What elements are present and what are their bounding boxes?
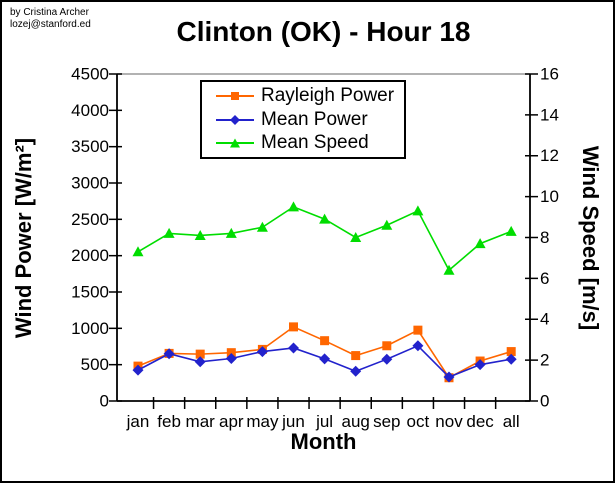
x-tick-label: apr [219,412,244,431]
series-mean-speed [132,201,517,275]
x-tick-label: jun [281,412,305,431]
y-right-tick-label: 0 [540,391,549,410]
legend-entry-mean-speed: Mean Speed [202,131,404,155]
y-right-tick-label: 16 [540,64,559,83]
y-left-tick-label: 1000 [71,319,109,338]
y-right-tick-label: 6 [540,269,549,288]
legend-triangle-marker-icon [216,136,254,150]
y-left-tick-label: 3000 [71,173,109,192]
attribution-line1: by Cristina Archer [10,7,89,18]
legend-label: Mean Speed [261,132,369,154]
legend-entry-rayleigh-power: Rayleigh Power [202,84,404,108]
attribution: by Cristina Archer lozej@stanford.ed [10,7,91,31]
y-axis-title-right: Wind Speed [m/s] [578,145,603,331]
x-tick-label: nov [435,412,463,431]
x-axis-ticks: jan feb mar apr may jun jul aug sep oct nov dec all [126,397,520,431]
x-tick-label: jul [315,412,333,431]
y-left-tick-label: 3500 [71,137,109,156]
x-tick-label: feb [157,412,181,431]
y-left-tick-label: 2000 [71,246,109,265]
chart-title: Clinton (OK) - Hour 18 [176,16,471,47]
y-left-tick-label: 4000 [71,101,109,120]
attribution-line2: lozej@stanford.ed [10,19,91,30]
legend-square-marker-icon [216,89,254,103]
legend-entry-mean-power: Mean Power [202,108,404,132]
y-right-tick-label: 12 [540,146,559,165]
legend-label: Mean Power [261,108,368,130]
x-tick-label: sep [373,412,400,431]
y-right-tick-label: 2 [540,351,549,370]
y-axis-left-ticks: 0 500 1000 1500 2000 2500 3000 3500 4000 4500 [71,64,122,410]
legend-diamond-marker-icon [216,113,254,127]
y-right-tick-label: 8 [540,228,549,247]
series-mean-power [132,340,517,383]
y-left-tick-label: 500 [81,355,109,374]
x-tick-label: may [246,412,279,431]
x-tick-label: all [503,412,520,431]
y-right-tick-label: 14 [540,105,559,124]
legend-box: Rayleigh Power Mean Power Mean Speed [200,80,406,159]
y-left-tick-label: 0 [100,391,109,410]
y-axis-right-ticks: 0 2 4 6 8 10 12 14 16 [525,64,559,410]
x-axis-title: Month [290,429,357,454]
y-right-tick-label: 10 [540,187,559,206]
x-tick-label: mar [186,412,216,431]
y-left-tick-label: 1500 [71,282,109,301]
y-right-tick-label: 4 [540,310,549,329]
y-left-tick-label: 4500 [71,64,109,83]
y-axis-title-left: Wind Power [W/m²] [11,137,36,339]
x-tick-label: aug [342,412,370,431]
x-tick-label: oct [407,412,430,431]
legend-label: Rayleigh Power [261,84,395,106]
y-left-tick-label: 2500 [71,210,109,229]
x-tick-label: dec [466,412,494,431]
x-tick-label: jan [126,412,150,431]
